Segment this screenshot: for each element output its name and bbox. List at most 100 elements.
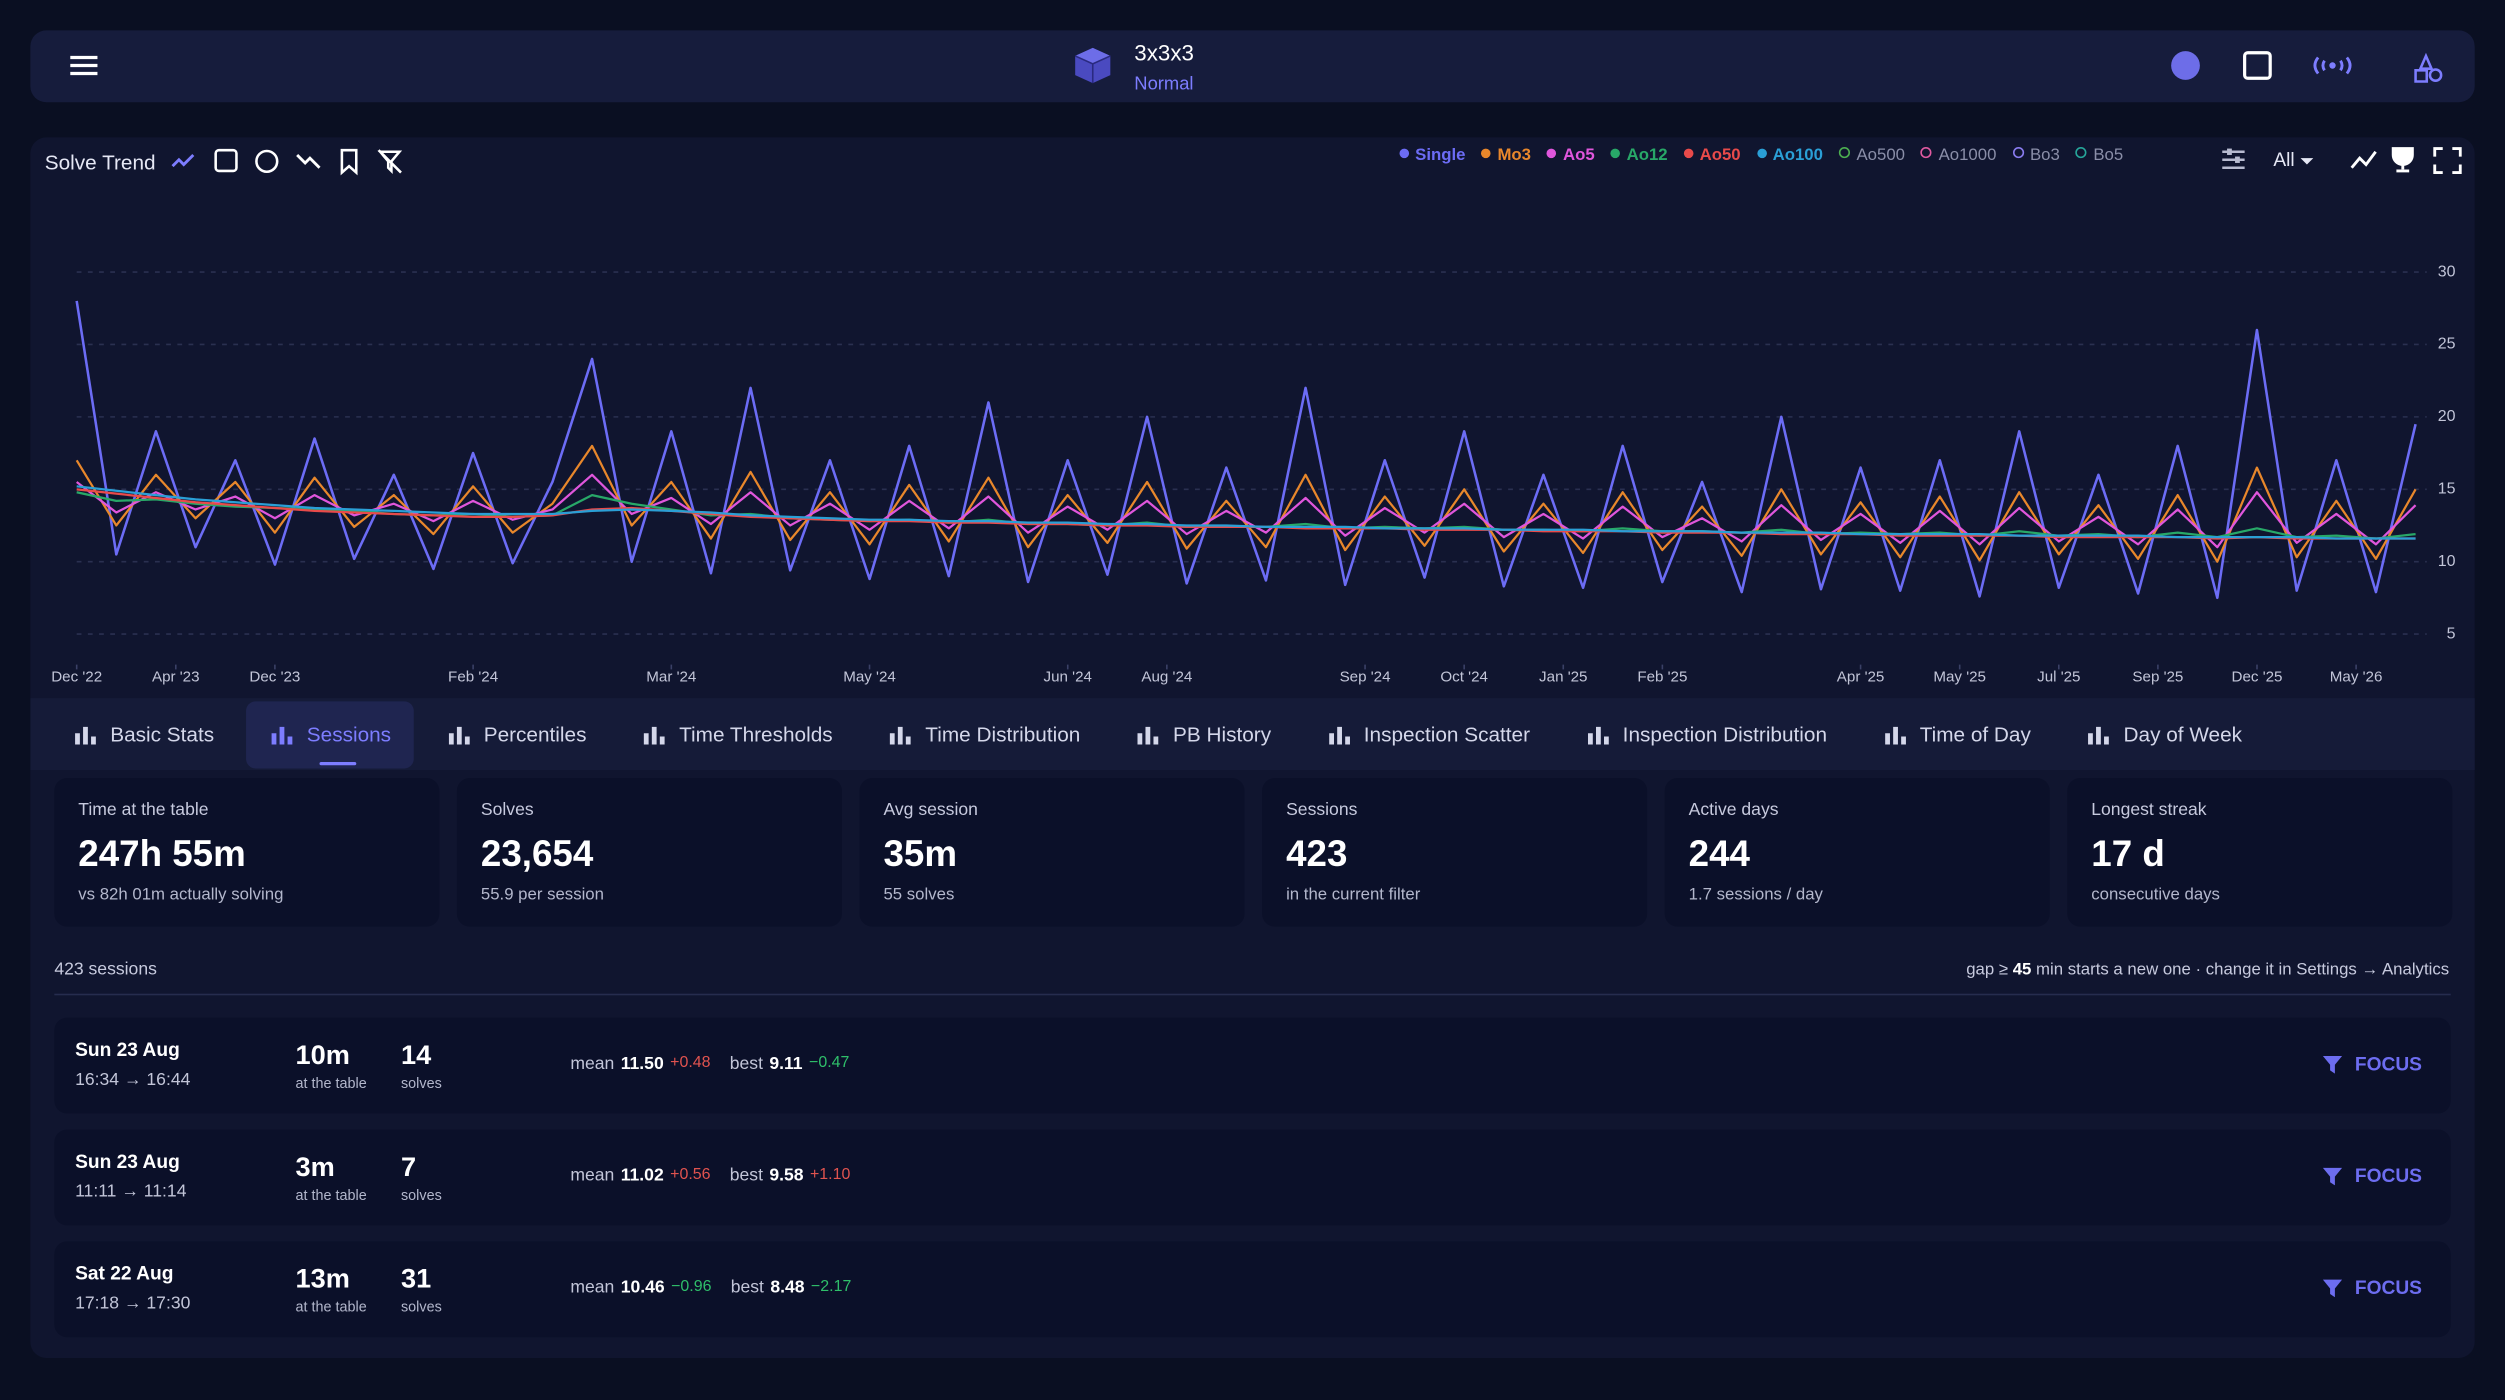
tab[interactable]: Percentiles — [423, 701, 609, 768]
legend-item[interactable]: Ao500 — [1838, 145, 1906, 165]
legend-dot — [2012, 146, 2024, 159]
tab[interactable]: Time of Day — [1859, 701, 2053, 768]
focus-label: FOCUS — [2354, 1052, 2422, 1076]
tab-icon-shape — [2088, 726, 2110, 744]
legend-item[interactable]: Single — [1399, 145, 1465, 165]
shapes-button[interactable] — [2414, 52, 2443, 83]
x-tick-label: Apr '23 — [152, 668, 200, 685]
session-metrics: mean 10.46 −0.96 best 8.48 −2.17 — [570, 1278, 851, 1297]
regression-toggle[interactable] — [296, 153, 321, 169]
stat-card: Active days 244 1.7 sessions / day — [1664, 778, 2050, 927]
x-tick-label: May '24 — [843, 668, 896, 685]
tab[interactable]: Inspection Distribution — [1562, 701, 1849, 768]
stat-card: Solves 23,654 55.9 per session — [456, 778, 842, 927]
stat-value: 423 — [1286, 832, 1348, 874]
legend-item[interactable]: Mo3 — [1481, 145, 1531, 165]
clear-filter[interactable] — [377, 149, 403, 175]
filter-shape — [2322, 1056, 2343, 1074]
mean-value: 11.02 — [620, 1166, 664, 1186]
tab[interactable]: Time Thresholds — [618, 701, 855, 768]
session-row: Sun 23 Aug 16:34 → 16:44 10m at the table 14… — [54, 1017, 2451, 1114]
session-solves: 14 — [400, 1040, 432, 1071]
tab[interactable]: Sessions — [246, 700, 414, 768]
y-tick-label: 5 — [2447, 625, 2456, 642]
x-tick-label: Jul '25 — [2037, 668, 2080, 685]
tab-icon-shape — [1137, 726, 1159, 744]
series-line — [75, 300, 2417, 600]
time-toggle[interactable] — [255, 149, 279, 174]
menu-button[interactable] — [69, 53, 101, 79]
pb-view[interactable] — [2391, 147, 2414, 173]
range-value: All — [2273, 148, 2295, 171]
puzzle-mode[interactable]: Normal — [1134, 75, 1194, 95]
cube-icon — [1074, 47, 1111, 84]
live-button[interactable] — [2313, 56, 2352, 75]
session-row: Sun 23 Aug 11:11 → 11:14 3m at the table 7 so… — [54, 1129, 2451, 1226]
tab-label: Percentiles — [483, 722, 587, 747]
legend-item[interactable]: Ao12 — [1610, 145, 1668, 165]
mean-label: mean — [570, 1166, 615, 1186]
stat-sub: consecutive days — [2091, 885, 2220, 905]
legend: Single Mo3 Ao5 Ao12 Ao50 Ao100 Ao500 Ao1000 Bo3 B… — [1399, 145, 2123, 165]
tab-label: Inspection Scatter — [1363, 722, 1531, 747]
date-toggle[interactable] — [214, 148, 238, 173]
focus-button[interactable]: FOCUS — [2322, 1165, 2422, 1187]
series-line — [75, 444, 2417, 563]
legend-label: Bo3 — [2029, 145, 2060, 165]
focus-button[interactable]: FOCUS — [2322, 1276, 2422, 1299]
focus-button[interactable]: FOCUS — [2322, 1052, 2422, 1076]
stat-value: 35m — [883, 832, 958, 874]
tab-icon-shape — [643, 726, 665, 744]
tab[interactable]: Time Distribution — [865, 701, 1103, 768]
dropdown-caret — [2300, 158, 2313, 165]
stat-card: Time at the table 247h 55m vs 82h 01m actu… — [54, 778, 440, 927]
tab-icon — [271, 726, 293, 744]
session-time: 11:11 → 11:14 — [75, 1182, 187, 1202]
solves-caption: solves — [400, 1075, 442, 1092]
legend-item[interactable]: Ao5 — [1546, 145, 1595, 165]
legend-item[interactable]: Ao100 — [1756, 145, 1823, 165]
legend-label: Ao50 — [1699, 145, 1741, 165]
legend-item[interactable]: Ao1000 — [1920, 145, 1996, 165]
session-metrics: mean 11.02 +0.56 best 9.58 +1.10 — [570, 1166, 850, 1185]
stat-label: Active days — [1688, 800, 1779, 820]
range-select[interactable]: All — [2273, 148, 2313, 171]
legend-item[interactable]: Bo3 — [2012, 145, 2060, 165]
y-tick-label: 20 — [2438, 408, 2456, 425]
stat-value: 244 — [1688, 832, 1750, 874]
tab[interactable]: Inspection Scatter — [1303, 701, 1552, 768]
legend-dot — [1481, 148, 1492, 159]
tab[interactable]: PB History — [1112, 701, 1293, 768]
mean-value: 11.50 — [620, 1054, 664, 1074]
calendar-button[interactable] — [2243, 51, 2272, 80]
legend-dot — [1756, 148, 1767, 159]
x-tick-label: Mar '24 — [646, 668, 696, 685]
tab-bar: Basic Stats Sessions Percentiles Time Thres… — [30, 698, 2475, 771]
tab[interactable]: Day of Week — [2063, 701, 2265, 768]
settings-button[interactable] — [2219, 145, 2248, 174]
tab[interactable]: Basic Stats — [50, 701, 237, 768]
trend-toggle[interactable] — [171, 153, 195, 168]
legend-item[interactable]: Bo5 — [2075, 145, 2123, 165]
legend-label: Ao500 — [1856, 145, 1906, 165]
legend-label: Ao5 — [1562, 145, 1595, 165]
solves-caption: solves — [400, 1187, 442, 1203]
x-tick-label: Jan '25 — [1539, 668, 1587, 685]
bookmark-toggle[interactable] — [340, 148, 358, 176]
line-view[interactable] — [2350, 150, 2377, 169]
stat-label: Solves — [480, 800, 534, 820]
legend-item[interactable]: Ao50 — [1683, 145, 1741, 165]
mean-value: 10.46 — [620, 1278, 665, 1298]
trend-chart: 5 10 15 20 25 30 Dec '22 Apr '23 Dec '23 Feb '24 M… — [51, 263, 2456, 685]
legend-dot — [1610, 148, 1621, 159]
tab-icon — [890, 726, 911, 744]
x-tick-label: Dec '23 — [249, 668, 300, 685]
gap-note-part: min starts a new one · change it in Sett… — [2031, 960, 2450, 980]
globe-button[interactable] — [2171, 51, 2200, 80]
session-duration: 13m — [295, 1263, 350, 1295]
duration-caption: at the table — [295, 1187, 367, 1203]
focus-label: FOCUS — [2354, 1276, 2422, 1299]
fullscreen[interactable] — [2433, 147, 2462, 174]
stat-label: Sessions — [1286, 800, 1358, 820]
legend-dot — [2075, 146, 2087, 159]
